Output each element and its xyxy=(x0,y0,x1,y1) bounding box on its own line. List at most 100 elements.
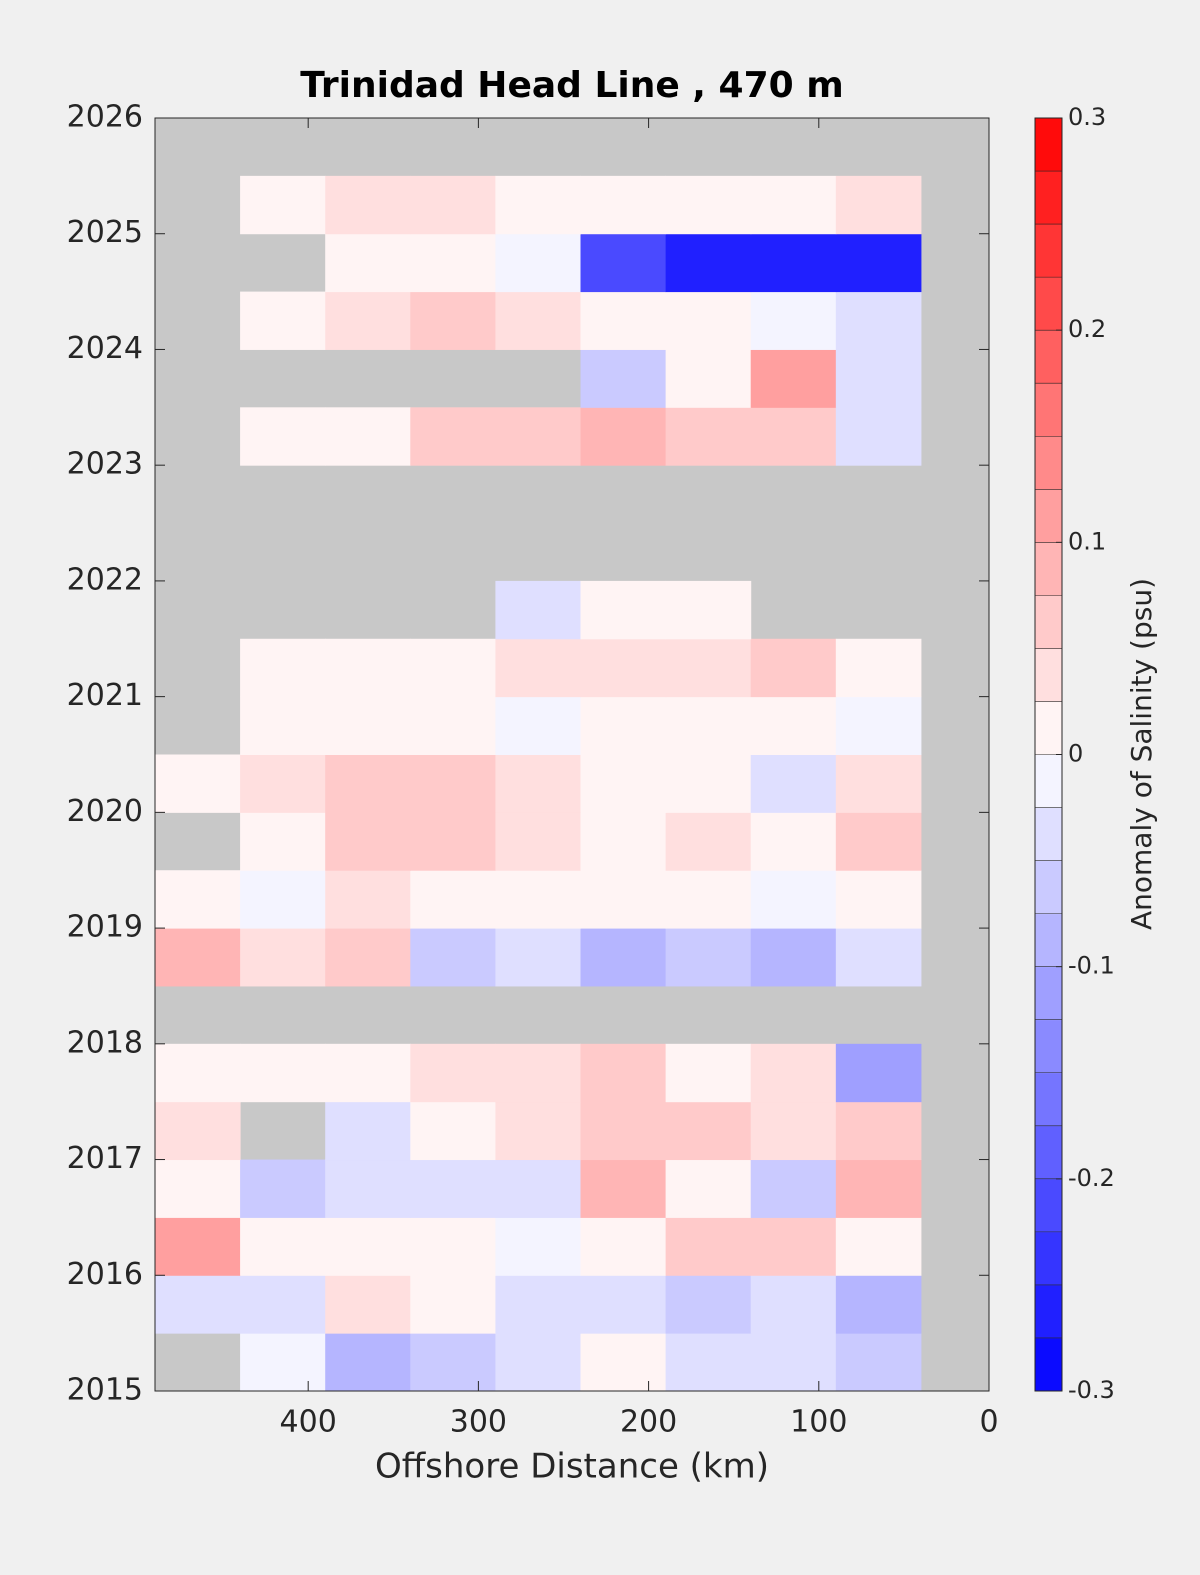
heatmap-cell xyxy=(835,175,922,235)
heatmap-cell xyxy=(325,1217,411,1276)
heatmap-cell xyxy=(835,1159,922,1218)
heatmap-cell xyxy=(240,1333,326,1392)
heatmap-cell xyxy=(495,870,582,929)
heatmap-cell xyxy=(750,349,837,408)
colorbar-label: Anomaly of Salinity (psu) xyxy=(1125,578,1158,930)
heatmap-cell xyxy=(410,1275,496,1334)
colorbar-band xyxy=(1035,807,1062,862)
heatmap-cell xyxy=(495,233,582,293)
heatmap-cell xyxy=(750,696,837,755)
heatmap-cell xyxy=(750,754,837,813)
y-tick-label: 2024 xyxy=(67,331,143,366)
colorbar-band xyxy=(1035,648,1062,702)
heatmap-cell xyxy=(495,1333,582,1392)
heatmap-cell xyxy=(155,928,241,987)
heatmap-cell xyxy=(410,754,496,813)
heatmap-cell xyxy=(155,1043,241,1103)
heatmap-cell xyxy=(750,175,837,235)
heatmap-cell xyxy=(835,1217,922,1276)
heatmap-cell xyxy=(835,1043,922,1103)
heatmap-cell xyxy=(155,1159,241,1218)
heatmap-cell xyxy=(835,928,922,987)
heatmap-cell xyxy=(495,1159,582,1218)
heatmap-cell xyxy=(155,1101,241,1161)
heatmap-cell xyxy=(580,754,667,813)
heatmap-cell xyxy=(665,1159,752,1218)
heatmap-cell xyxy=(325,175,411,235)
colorbar-band xyxy=(1035,595,1062,649)
heatmap-cell xyxy=(665,754,752,813)
heatmap-cell xyxy=(580,1101,667,1161)
heatmap-cell xyxy=(835,696,922,755)
heatmap-cell xyxy=(750,812,837,871)
heatmap-cell xyxy=(750,407,837,466)
heatmap-cell xyxy=(580,1159,667,1218)
heatmap-cell xyxy=(410,407,496,466)
heatmap-cell xyxy=(580,349,667,408)
x-tick-label: 300 xyxy=(450,1405,507,1440)
colorbar-band xyxy=(1035,330,1062,384)
colorbar-band xyxy=(1035,277,1062,331)
heatmap-cell xyxy=(240,754,326,813)
heatmap-cell xyxy=(495,1043,582,1103)
heatmap-cell xyxy=(240,928,326,987)
heatmap-cell xyxy=(495,696,582,755)
heatmap-cell xyxy=(580,580,667,640)
heatmap-cell xyxy=(580,638,667,698)
heatmap-cell xyxy=(835,349,922,408)
heatmap-cell xyxy=(750,1217,837,1276)
heatmap-cell xyxy=(325,812,411,871)
colorbar-band xyxy=(1035,754,1062,809)
heatmap-cell xyxy=(665,928,752,987)
heatmap-cell xyxy=(750,1043,837,1103)
heatmap-cell xyxy=(155,1275,241,1334)
heatmap-cell xyxy=(665,1101,752,1161)
heatmap-cell xyxy=(410,291,496,350)
y-tick-label: 2022 xyxy=(67,562,143,597)
heatmap-cell xyxy=(835,407,922,466)
colorbar-tick-label: 0 xyxy=(1068,740,1083,768)
heatmap-cell xyxy=(665,349,752,408)
x-tick-label: 400 xyxy=(280,1405,337,1440)
plot-frame xyxy=(154,117,990,1392)
colorbar-band xyxy=(1035,1125,1062,1180)
y-tick-label: 2016 xyxy=(67,1257,143,1292)
colorbar-tick-label: 0.2 xyxy=(1068,315,1106,343)
heatmap-cell xyxy=(750,233,837,293)
heatmap-cell xyxy=(580,407,667,466)
heatmap-cell xyxy=(580,696,667,755)
x-axis-label: Offshore Distance (km) xyxy=(375,1447,769,1487)
y-tick-label: 2018 xyxy=(67,1025,143,1060)
heatmap-cell xyxy=(325,754,411,813)
x-tick-label: 100 xyxy=(790,1405,847,1440)
heatmap-cell xyxy=(835,638,922,698)
heatmap-cell xyxy=(410,928,496,987)
heatmap-cell xyxy=(750,1159,837,1218)
y-tick-label: 2021 xyxy=(67,678,143,713)
heatmap-cell xyxy=(580,1275,667,1334)
heatmap-cell xyxy=(665,696,752,755)
x-tick-label: 0 xyxy=(979,1405,998,1440)
colorbar-band xyxy=(1035,860,1062,915)
heatmap-cell xyxy=(495,928,582,987)
colorbar-band xyxy=(1035,1072,1062,1127)
heatmap-cell xyxy=(240,291,326,350)
chart-title: Trinidad Head Line , 470 m xyxy=(300,65,843,106)
heatmap-cell xyxy=(410,696,496,755)
colorbar-band xyxy=(1035,966,1062,1021)
heatmap-cell xyxy=(410,1333,496,1392)
heatmap-cell xyxy=(325,1159,411,1218)
heatmap-cell xyxy=(410,870,496,929)
heatmap-cell xyxy=(665,175,752,235)
heatmap-cell xyxy=(155,1217,241,1276)
heatmap-cell xyxy=(410,812,496,871)
heatmap-cell xyxy=(155,870,241,929)
heatmap-cell xyxy=(325,233,411,293)
heatmap-cell xyxy=(750,1275,837,1334)
heatmap-cell xyxy=(240,407,326,466)
heatmap-cell xyxy=(835,1101,922,1161)
heatmap-cell xyxy=(495,1101,582,1161)
heatmap-cell xyxy=(410,1101,496,1161)
heatmap-cell xyxy=(835,1275,922,1334)
colorbar-band xyxy=(1035,913,1062,968)
